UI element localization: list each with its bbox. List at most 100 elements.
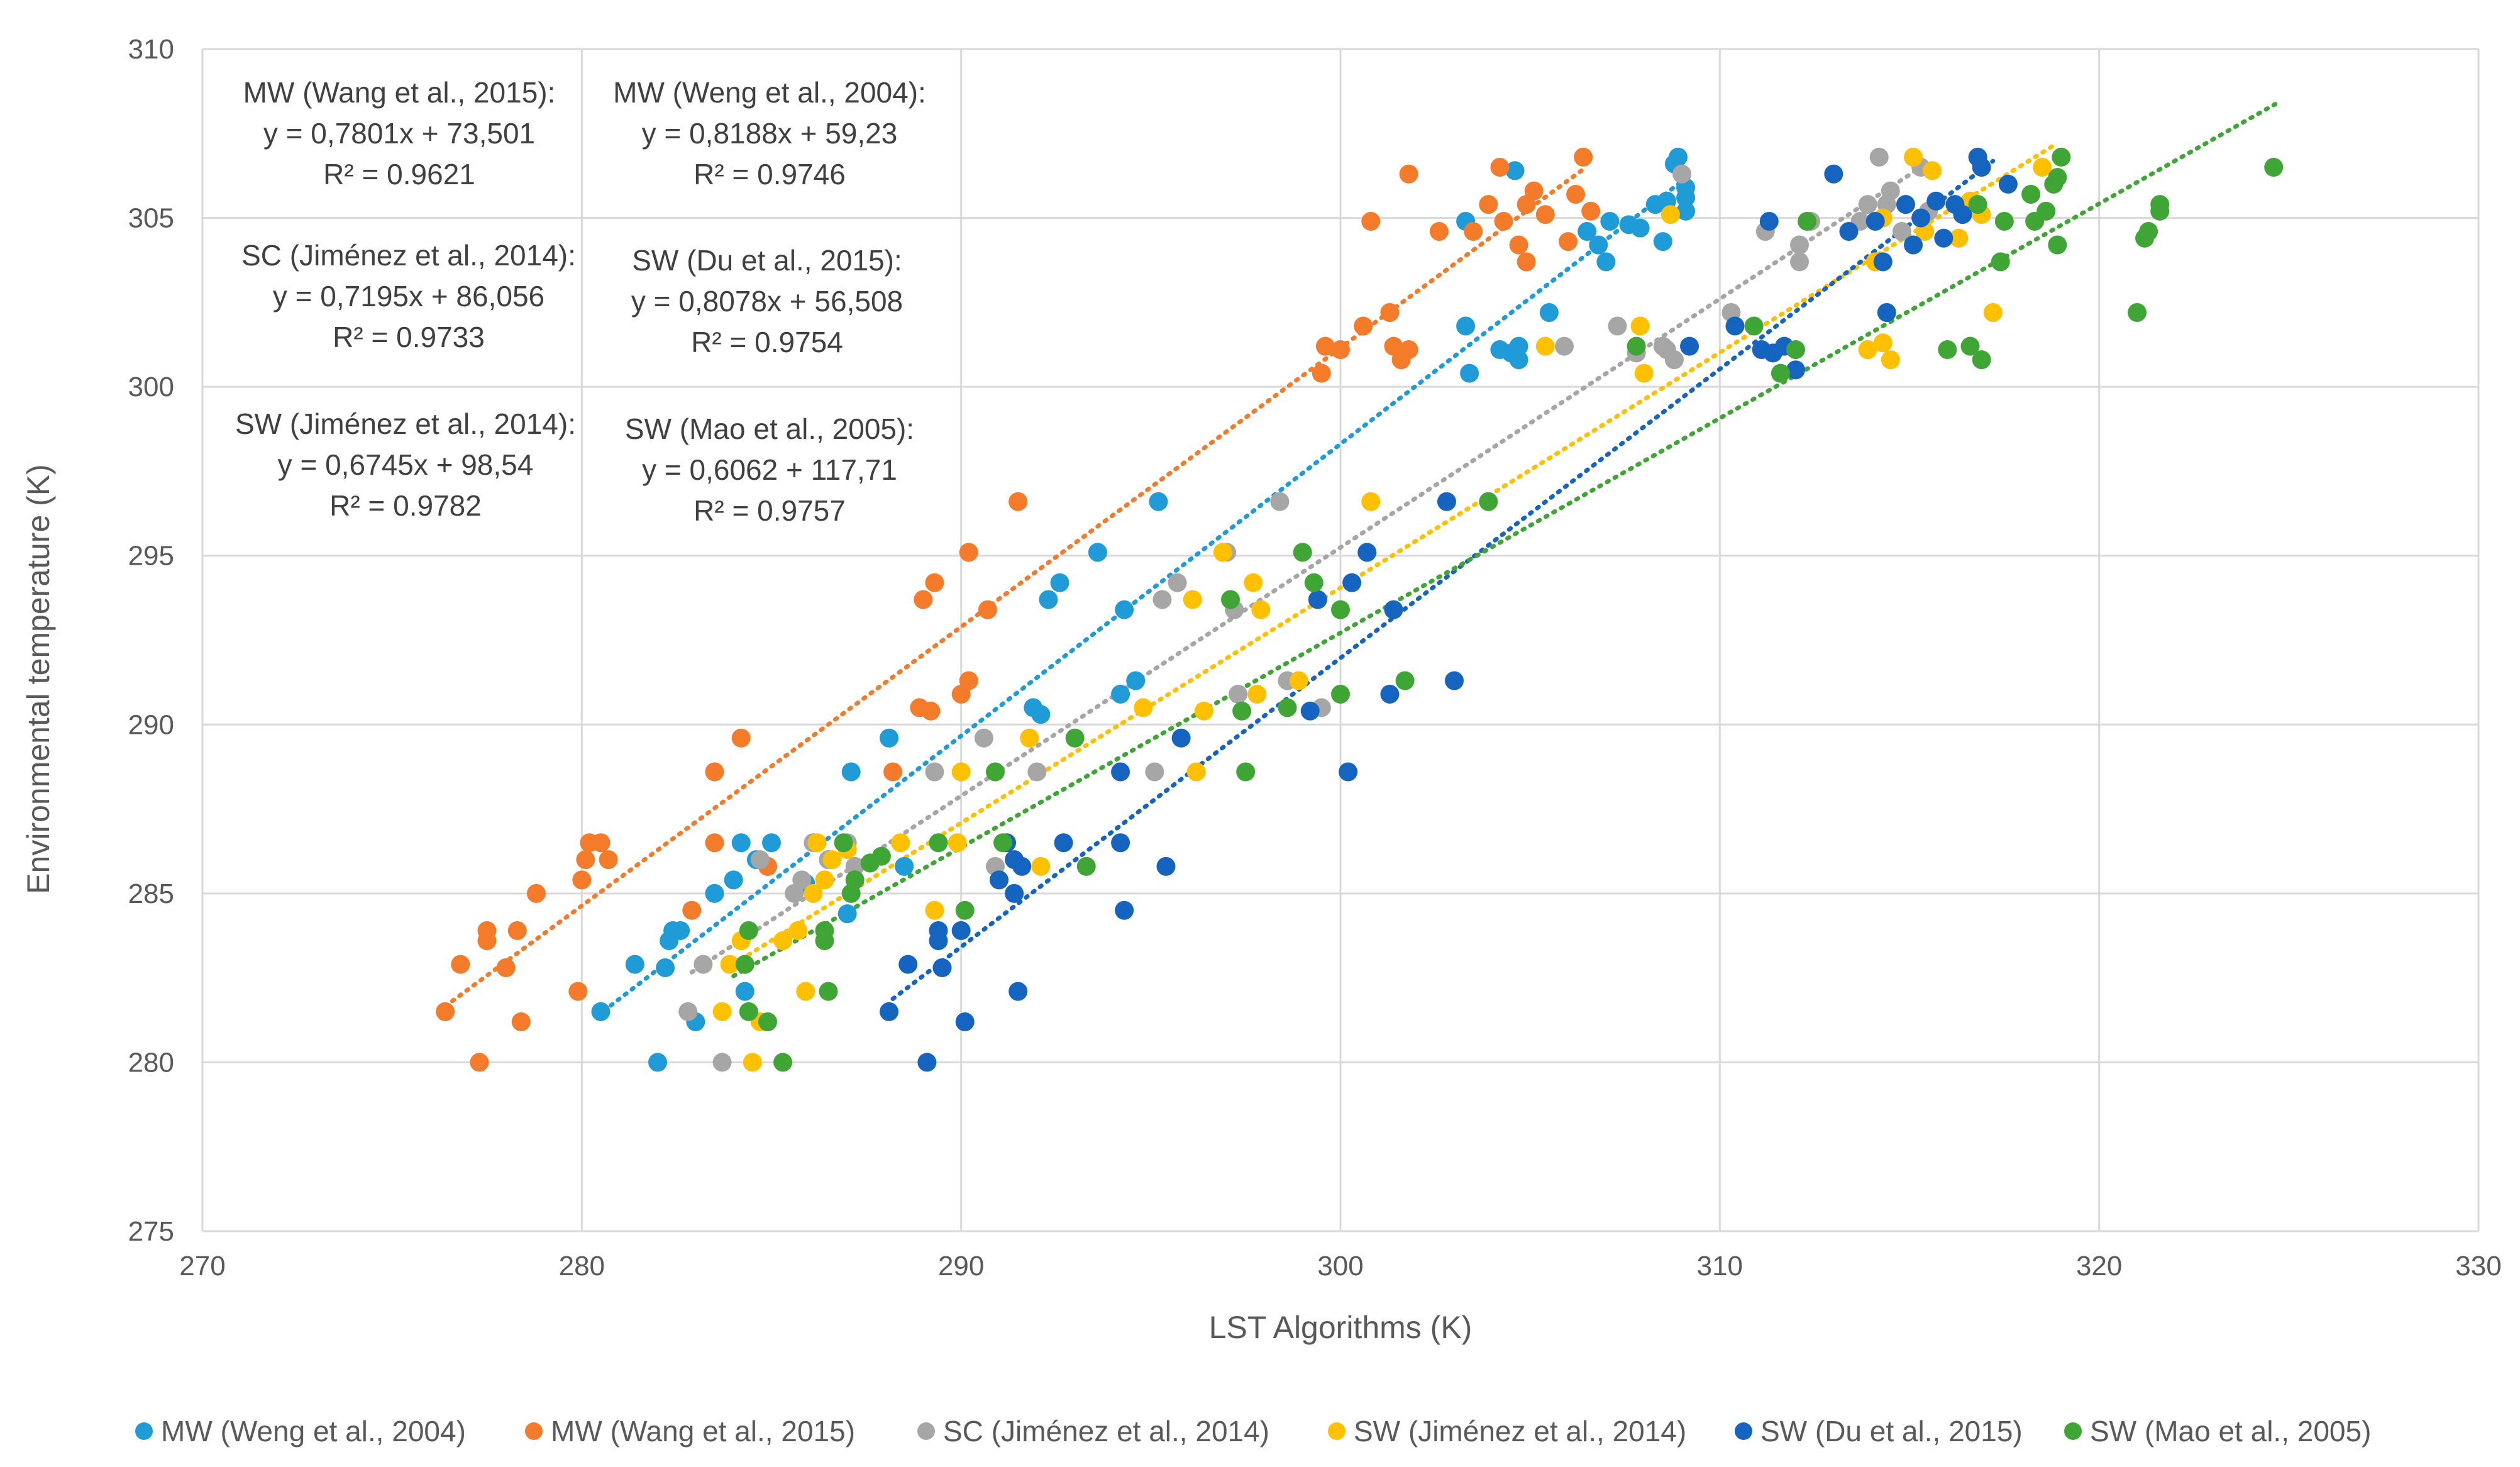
data-point [705, 833, 724, 853]
data-point [1115, 900, 1134, 920]
data-point [1798, 211, 1817, 231]
data-point [1824, 164, 1843, 184]
data-point [1009, 492, 1028, 511]
annotation-equation: y = 0,6062 + 117,71 [642, 453, 897, 486]
data-point [1858, 340, 1877, 360]
data-point [1892, 222, 1911, 241]
data-point [929, 921, 948, 940]
data-point [591, 1002, 611, 1021]
data-point [1437, 492, 1456, 511]
data-point [951, 762, 971, 782]
data-point [1881, 350, 1900, 370]
annotation-title: SW (Mao et al., 2005): [625, 412, 914, 445]
x-tick-label: 270 [179, 1251, 225, 1282]
data-point [1554, 336, 1574, 356]
data-point [1186, 762, 1206, 782]
data-point [2139, 222, 2158, 241]
data-point [1786, 340, 1805, 360]
data-point [656, 958, 675, 978]
data-point [1331, 684, 1350, 704]
data-point [1991, 252, 2010, 272]
data-point [720, 955, 739, 974]
data-point [1858, 195, 1877, 214]
data-point [974, 728, 993, 748]
data-point [1968, 195, 1987, 214]
legend-label: SW (Jiménez et al., 2014) [1354, 1415, 1686, 1448]
data-point [1031, 856, 1051, 876]
data-points [436, 147, 2284, 1072]
x-tick-label: 300 [1317, 1251, 1363, 1282]
data-point [712, 1002, 732, 1021]
data-point [880, 728, 899, 748]
data-point [792, 870, 812, 890]
data-point [929, 833, 948, 853]
data-point [1983, 302, 2003, 322]
data-point [1790, 252, 1810, 272]
data-point [724, 870, 743, 890]
data-point [1020, 728, 1039, 748]
data-point [1357, 543, 1377, 562]
data-point [925, 900, 944, 920]
annotation-sw-mao: SW (Mao et al., 2005): y = 0,6062 + 117,… [625, 412, 914, 527]
data-point [807, 833, 827, 853]
data-point [1251, 600, 1271, 619]
legend-item-sw-du: SW (Du et al., 2015) [1735, 1415, 2023, 1448]
data-point [1896, 195, 1915, 214]
data-point [2128, 302, 2147, 322]
data-point [1308, 590, 1327, 609]
data-point [1581, 201, 1601, 221]
legend-item-mw-wang: MW (Wang et al., 2015) [525, 1415, 855, 1448]
data-point [1213, 543, 1232, 562]
data-point [1505, 161, 1525, 180]
data-point [959, 671, 978, 690]
annotation-sc-jimenez: SC (Jiménez et al., 2014): y = 0,7195x +… [241, 239, 576, 353]
data-point [2150, 201, 2170, 221]
annotation-sw-jimenez: SW (Jiménez et al., 2014): y = 0,6745x +… [235, 407, 576, 522]
x-tick-label: 310 [1697, 1251, 1743, 1282]
data-point [1839, 222, 1859, 241]
annotation-r2: R² = 0.9782 [329, 489, 482, 522]
data-point [2036, 201, 2056, 221]
data-point [1111, 684, 1130, 704]
data-point [1953, 205, 1972, 224]
data-point [955, 1012, 975, 1031]
data-point [735, 955, 754, 974]
data-point [1934, 228, 1954, 248]
annotation-r2: R² = 0.9733 [333, 321, 485, 353]
data-point [1873, 252, 1893, 272]
data-point [1949, 228, 1969, 248]
data-point [845, 870, 865, 890]
data-point [1744, 316, 1764, 336]
data-point [1229, 684, 1248, 704]
data-point [1911, 208, 1931, 228]
data-point [1509, 336, 1528, 356]
data-point [496, 958, 516, 978]
data-point [1960, 336, 1980, 356]
data-point [1460, 363, 1479, 383]
data-point [1005, 883, 1024, 903]
data-point [694, 955, 713, 974]
annotation-r2: R² = 0.9621 [323, 158, 475, 191]
data-point [511, 1012, 531, 1031]
data-point [1998, 174, 2018, 194]
data-point [1865, 211, 1885, 231]
data-point [1009, 982, 1028, 1001]
data-point [750, 850, 770, 870]
x-tick-label: 330 [2455, 1251, 2501, 1282]
data-point [1134, 698, 1153, 717]
data-point [1539, 302, 1559, 322]
data-point [1293, 543, 1312, 562]
data-point [1634, 363, 1654, 383]
data-point [1923, 161, 1942, 180]
data-point [1869, 147, 1889, 167]
data-point [1244, 573, 1263, 592]
data-point [1194, 701, 1213, 721]
data-point [993, 833, 1013, 853]
data-point [1877, 302, 1896, 322]
data-point [845, 856, 865, 876]
data-point [1115, 600, 1134, 619]
legend-label: SC (Jiménez et al., 2014) [943, 1415, 1269, 1448]
data-point [1479, 195, 1498, 214]
data-point [819, 982, 838, 1001]
